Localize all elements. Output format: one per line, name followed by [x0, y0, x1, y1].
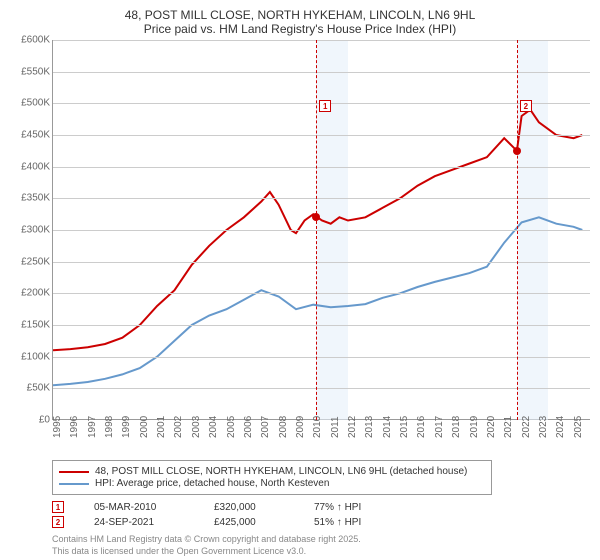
y-tick-label: £200K — [21, 288, 50, 299]
legend: 48, POST MILL CLOSE, NORTH HYKEHAM, LINC… — [52, 460, 492, 495]
x-tick-label: 2017 — [434, 416, 445, 438]
y-tick-label: £100K — [21, 351, 50, 362]
x-tick-label: 1996 — [69, 416, 80, 438]
event-row: 2 24-SEP-2021 £425,000 51% ↑ HPI — [52, 516, 590, 528]
event-date: 05-MAR-2010 — [94, 502, 184, 513]
y-tick-label: £550K — [21, 66, 50, 77]
x-tick-label: 1997 — [87, 416, 98, 438]
gridline — [53, 72, 590, 73]
title-line2: Price paid vs. HM Land Registry's House … — [10, 22, 590, 36]
gridline — [53, 262, 590, 263]
x-tick-label: 2024 — [555, 416, 566, 438]
legend-row: 48, POST MILL CLOSE, NORTH HYKEHAM, LINC… — [59, 466, 485, 477]
y-tick-label: £400K — [21, 161, 50, 172]
event-price: £425,000 — [214, 517, 284, 528]
x-tick-label: 2011 — [330, 416, 341, 438]
y-axis: £0£50K£100K£150K£200K£250K£300K£350K£400… — [10, 40, 52, 420]
event-vline — [316, 40, 317, 420]
chart-container: 48, POST MILL CLOSE, NORTH HYKEHAM, LINC… — [0, 0, 600, 560]
legend-row: HPI: Average price, detached house, Nort… — [59, 478, 485, 489]
y-tick-label: £500K — [21, 98, 50, 109]
x-tick-label: 2016 — [416, 416, 427, 438]
x-tick-label: 2025 — [573, 416, 584, 438]
legend-label: 48, POST MILL CLOSE, NORTH HYKEHAM, LINC… — [95, 466, 467, 477]
event-hpi: 51% ↑ HPI — [314, 517, 404, 528]
data-point-dot — [513, 147, 521, 155]
x-tick-label: 1995 — [52, 416, 63, 438]
event-marker-1: 1 — [319, 100, 331, 112]
x-tick-label: 2004 — [208, 416, 219, 438]
x-tick-label: 2023 — [538, 416, 549, 438]
gridline — [53, 357, 590, 358]
gridline — [53, 167, 590, 168]
series-hpi — [53, 217, 582, 385]
y-tick-label: £150K — [21, 320, 50, 331]
y-tick-label: £600K — [21, 35, 50, 46]
x-tick-label: 2014 — [382, 416, 393, 438]
y-tick-label: £450K — [21, 130, 50, 141]
x-tick-label: 2008 — [278, 416, 289, 438]
event-hpi: 77% ↑ HPI — [314, 502, 404, 513]
y-tick-label: £0 — [39, 415, 50, 426]
event-marker-2: 2 — [520, 100, 532, 112]
y-tick-label: £300K — [21, 225, 50, 236]
legend-label: HPI: Average price, detached house, Nort… — [95, 478, 329, 489]
plot-area: 12 — [52, 40, 590, 420]
legend-swatch — [59, 471, 89, 473]
x-tick-label: 2021 — [503, 416, 514, 438]
y-tick-label: £50K — [27, 383, 50, 394]
y-tick-label: £250K — [21, 256, 50, 267]
gridline — [53, 325, 590, 326]
x-tick-label: 2009 — [295, 416, 306, 438]
footer-line2: This data is licensed under the Open Gov… — [52, 546, 590, 558]
gridline — [53, 135, 590, 136]
chart-area: £0 £50K £100K £150K £200K £250K £300K £350K £400… — [10, 40, 590, 440]
event-marker-icon: 2 — [52, 516, 64, 528]
events-table: 1 05-MAR-2010 £320,000 77% ↑ HPI 2 24-SEP-202… — [52, 501, 590, 528]
gridline — [53, 198, 590, 199]
x-tick-label: 2022 — [521, 416, 532, 438]
event-row: 1 05-MAR-2010 £320,000 77% ↑ HPI — [52, 501, 590, 513]
x-tick-label: 2000 — [139, 416, 150, 438]
x-tick-label: 2007 — [260, 416, 271, 438]
event-marker-icon: 1 — [52, 501, 64, 513]
x-tick-label: 2015 — [399, 416, 410, 438]
x-tick-label: 2020 — [486, 416, 497, 438]
legend-swatch — [59, 483, 89, 485]
x-tick-label: 2019 — [469, 416, 480, 438]
x-tick-label: 2001 — [156, 416, 167, 438]
x-tick-label: 2012 — [347, 416, 358, 438]
gridline — [53, 40, 590, 41]
footer: Contains HM Land Registry data © Crown c… — [52, 534, 590, 557]
x-tick-label: 2002 — [173, 416, 184, 438]
gridline — [53, 388, 590, 389]
x-tick-label: 2006 — [243, 416, 254, 438]
data-point-dot — [312, 213, 320, 221]
x-axis: 1995199619971998199920002001200220032004… — [52, 420, 590, 440]
event-vline — [517, 40, 518, 420]
title-line1: 48, POST MILL CLOSE, NORTH HYKEHAM, LINC… — [10, 8, 590, 22]
x-tick-label: 1999 — [121, 416, 132, 438]
title-block: 48, POST MILL CLOSE, NORTH HYKEHAM, LINC… — [10, 8, 590, 36]
footer-line1: Contains HM Land Registry data © Crown c… — [52, 534, 590, 546]
gridline — [53, 293, 590, 294]
x-tick-label: 2005 — [226, 416, 237, 438]
x-tick-label: 2003 — [191, 416, 202, 438]
x-tick-label: 2013 — [364, 416, 375, 438]
gridline — [53, 230, 590, 231]
y-tick-label: £350K — [21, 193, 50, 204]
x-tick-label: 2010 — [312, 416, 323, 438]
x-tick-label: 1998 — [104, 416, 115, 438]
event-date: 24-SEP-2021 — [94, 517, 184, 528]
event-price: £320,000 — [214, 502, 284, 513]
x-tick-label: 2018 — [451, 416, 462, 438]
